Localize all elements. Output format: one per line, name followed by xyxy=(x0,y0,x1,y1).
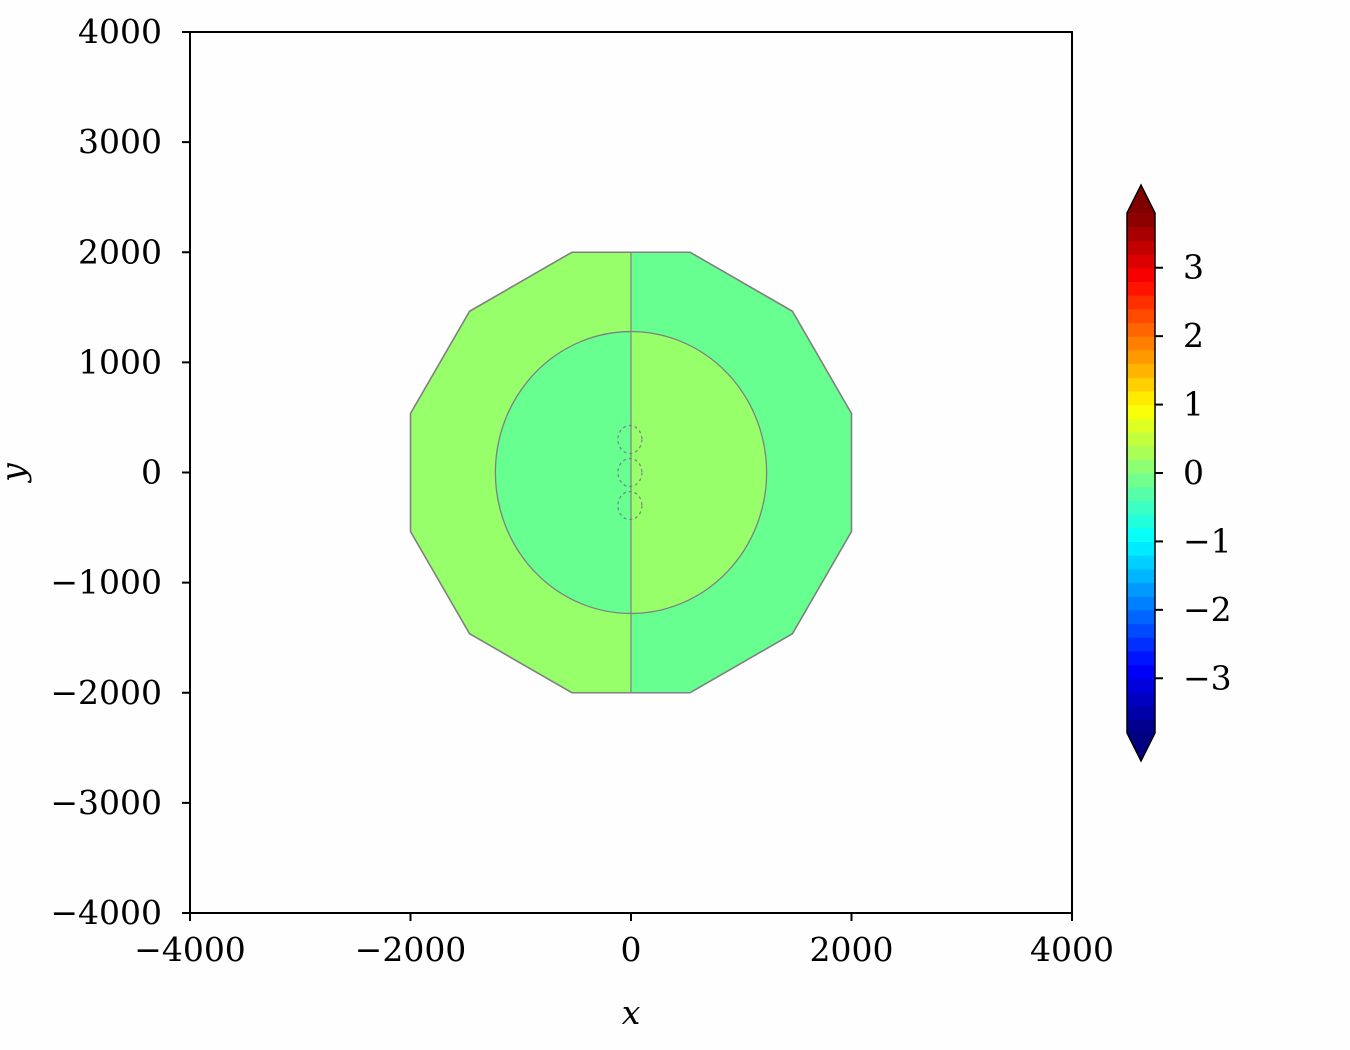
colorbar-band xyxy=(1127,609,1155,625)
colorbar-band xyxy=(1127,254,1155,269)
colorbar-extend-min xyxy=(1127,733,1155,761)
colorbar-band xyxy=(1127,650,1155,666)
colorbar-band xyxy=(1127,637,1155,652)
axes: −4000 −2000 0 2000 4000 −4000 −3000 −2000 −1000 0… xyxy=(0,12,1114,1032)
colorbar-band xyxy=(1127,267,1155,283)
contour-line-center-blob xyxy=(617,490,643,521)
colorbar-band xyxy=(1127,500,1155,515)
y-tick-label: 3000 xyxy=(78,122,162,161)
colorbar-band xyxy=(1127,664,1155,679)
x-tick-label: −4000 xyxy=(134,930,246,969)
y-tick-label: −1000 xyxy=(50,563,162,602)
x-axis-label: x xyxy=(622,993,641,1032)
colorbar-band xyxy=(1127,596,1155,611)
colorbar-band xyxy=(1127,473,1155,488)
y-tick-label: 2000 xyxy=(78,232,162,271)
colorbar-tick-label: 0 xyxy=(1183,453,1204,492)
colorbar-band xyxy=(1127,213,1155,228)
colorbar-band xyxy=(1127,459,1155,474)
colorbar-band xyxy=(1127,514,1155,529)
colorbar-band xyxy=(1127,308,1155,324)
colorbar-band xyxy=(1127,555,1155,570)
colorbar-band xyxy=(1127,363,1155,378)
colorbar-band xyxy=(1127,623,1155,638)
y-axis-label: y xyxy=(0,463,32,484)
contour-line-center-blob xyxy=(617,457,643,488)
colorbar-band xyxy=(1127,527,1155,543)
colorbar-tick-label: −1 xyxy=(1183,521,1232,560)
contour-line-center-blob xyxy=(617,424,643,455)
colorbar-band xyxy=(1127,486,1155,501)
colorbar-band xyxy=(1127,431,1155,447)
colorbar-band xyxy=(1127,418,1155,433)
colorbar-band xyxy=(1127,691,1155,707)
colorbar-tick-label: −3 xyxy=(1183,658,1232,697)
colorbar-band xyxy=(1127,295,1155,310)
colorbar-band xyxy=(1127,404,1155,419)
y-tick-label: 4000 xyxy=(78,12,162,51)
colorbar-tick-label: 2 xyxy=(1183,316,1204,355)
y-tick-label: 1000 xyxy=(78,342,162,381)
colorbar-extend-max xyxy=(1127,185,1155,213)
colorbar-band xyxy=(1127,336,1155,351)
x-tick-label: −2000 xyxy=(355,930,467,969)
colorbar-band xyxy=(1127,582,1155,597)
colorbar-band xyxy=(1127,541,1155,556)
colorbar-tick-label: 3 xyxy=(1183,248,1204,287)
y-tick-label: −4000 xyxy=(50,893,162,932)
colorbar-band xyxy=(1127,390,1155,406)
x-tick-label: 4000 xyxy=(1030,930,1114,969)
colorbar-band xyxy=(1127,719,1155,734)
colorbar-band xyxy=(1127,568,1155,584)
colorbar-band xyxy=(1127,377,1155,392)
colorbar-tick-label: −2 xyxy=(1183,590,1232,629)
colorbar-outline xyxy=(1126,183,1156,763)
colorbar-band xyxy=(1127,281,1155,296)
colorbar-band xyxy=(1127,349,1155,365)
y-tick-label: −2000 xyxy=(50,673,162,712)
x-tick-label: 2000 xyxy=(810,930,894,969)
colorbar-band xyxy=(1127,705,1155,720)
colorbar-tick-label: 1 xyxy=(1183,385,1204,424)
colorbar-band xyxy=(1127,226,1155,241)
y-tick-label: −3000 xyxy=(50,783,162,822)
colorbar-band xyxy=(1127,445,1155,460)
region-inner-right xyxy=(631,331,767,614)
contour-line-boundary xyxy=(409,251,853,694)
colorbar: −3 −2 −1 0 1 2 3 xyxy=(1126,183,1232,763)
y-tick-label: 0 xyxy=(141,453,162,492)
colorbar-band xyxy=(1127,678,1155,693)
x-tick-label: 0 xyxy=(621,930,642,969)
contour-regions xyxy=(409,251,853,694)
colorbar-band xyxy=(1127,322,1155,337)
colorbar-band xyxy=(1127,240,1155,255)
region-inner-left xyxy=(495,331,631,614)
